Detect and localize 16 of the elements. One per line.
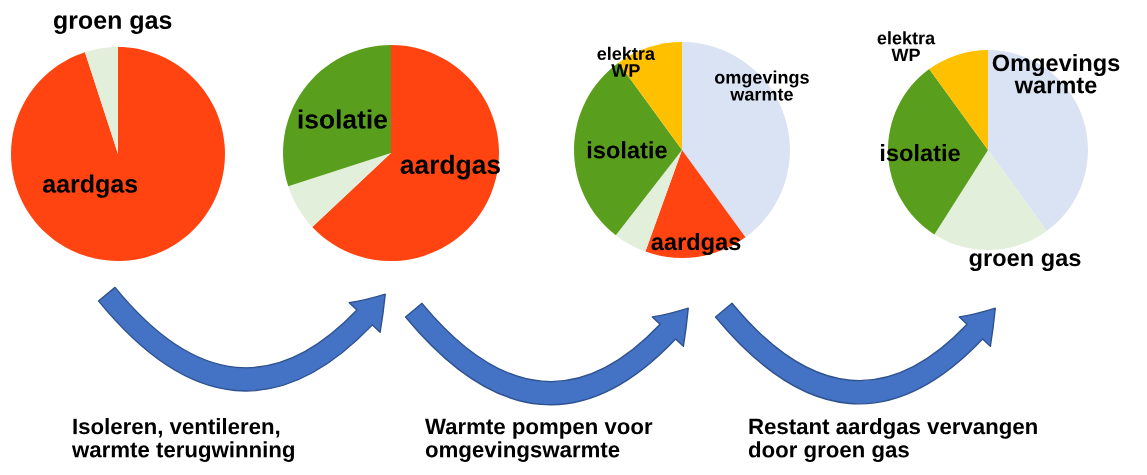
slice-label: groen gas	[969, 253, 1081, 272]
pie-slice	[288, 153, 391, 227]
slice-label: groen gas	[53, 15, 172, 35]
text: Warmte pompen voor omgevingswarmte	[425, 418, 653, 462]
pie-slice	[84, 47, 118, 154]
slice-label: Omgevings warmte	[992, 53, 1120, 94]
slice-label: aardgas	[651, 232, 741, 256]
slice-label: omgevings warmte	[714, 70, 809, 101]
slice-label: isolatie	[587, 141, 667, 159]
text: Restant aardgas vervangen door groen gas	[748, 418, 1037, 463]
text: Isoleren, ventileren, warmte terugwinning	[71, 418, 294, 462]
pie-slice	[11, 47, 225, 261]
slice-label: aardgas	[42, 174, 138, 198]
slice-label: isolatie	[298, 109, 387, 129]
slice-label: elektra WP	[877, 31, 936, 62]
pie-slice	[283, 45, 391, 187]
